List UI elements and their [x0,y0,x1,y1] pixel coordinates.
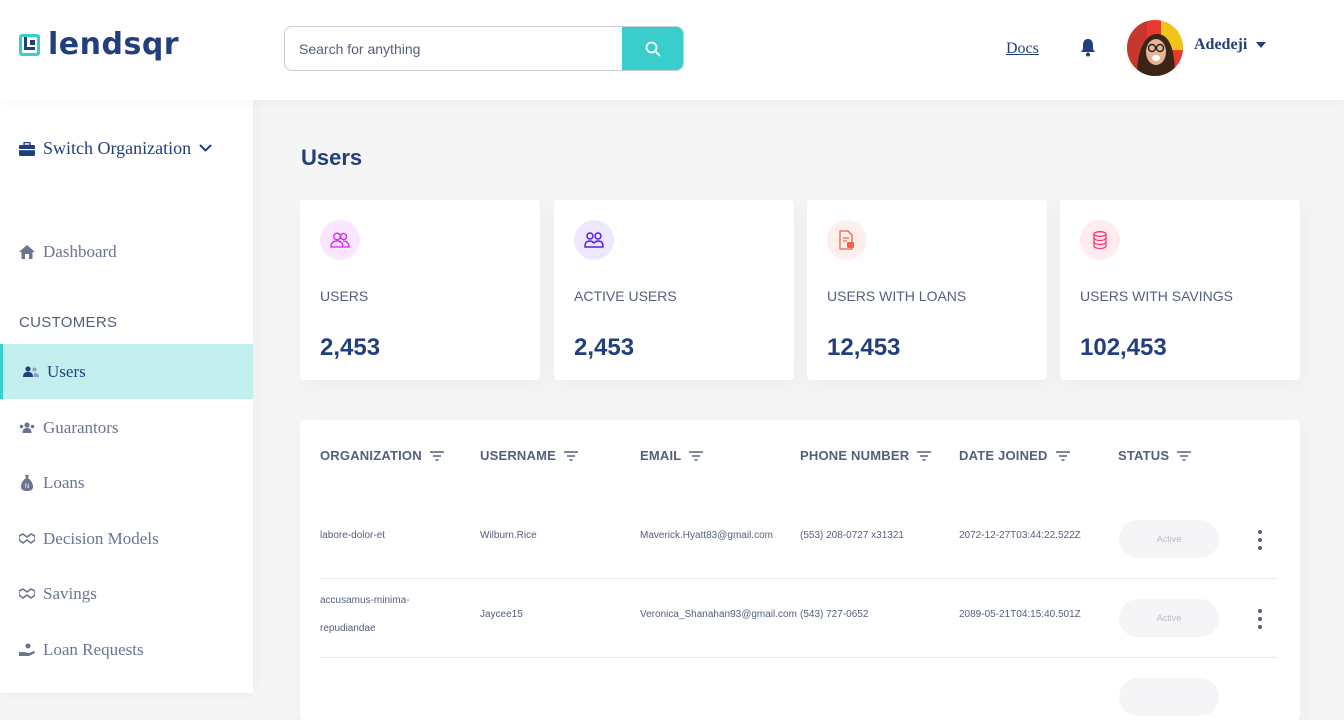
stat-value: 2,453 [320,334,381,361]
top-bar: lendsqr Docs Adedeji [0,0,1344,100]
guarantors-icon [19,420,35,436]
hand-coin-icon [19,642,35,658]
chevron-down-icon [199,144,212,152]
stat-card-users: USERS 2,453 [300,200,540,380]
column-header-label: ORGANIZATION [320,448,422,463]
stat-label: USERS WITH LOANS [827,288,967,304]
row-actions-kebab-icon[interactable] [1254,530,1266,550]
stat-label: USERS [320,288,369,304]
active-users-icon [574,220,614,260]
column-header-date-joined[interactable]: DATE JOINED [959,448,1070,463]
filter-icon[interactable] [1055,450,1070,461]
row-actions-kebab-icon[interactable] [1254,609,1266,629]
user-name[interactable]: Adedeji [1194,36,1248,53]
column-header-email[interactable]: EMAIL [640,448,704,463]
brand-name: lendsqr [48,27,180,62]
loan-document-icon [827,220,867,260]
cell-email: Maverick.Hyatt83@gmail.com [640,530,773,541]
users-table: ORGANIZATION USERNAME EMAIL PHONE NUMBER… [300,420,1300,720]
cell-phone: (543) 727-0652 [800,609,869,620]
column-header-label: DATE JOINED [959,448,1048,463]
row-divider [320,578,1278,579]
coins-icon [1080,220,1120,260]
caret-down-icon[interactable] [1255,40,1267,50]
briefcase-icon [19,141,35,156]
status-badge: Active [1119,599,1219,637]
page-title: Users [301,145,363,170]
users-icon [320,220,360,260]
section-title-customers: CUSTOMERS [19,314,118,331]
column-header-status[interactable]: STATUS [1118,448,1192,463]
avatar-image [1127,20,1183,76]
filter-icon[interactable] [564,450,578,461]
column-header-phone-number[interactable]: PHONE NUMBER [800,448,932,463]
search-input[interactable] [285,27,622,70]
column-header-organization[interactable]: ORGANIZATION [320,448,444,463]
switch-organization-label: Switch Organization [43,138,192,158]
cell-email: Veronica_Shanahan93@gmail.com [640,609,797,620]
logo-mark-icon [19,34,40,56]
brand-logo[interactable]: lendsqr [19,30,179,60]
sidebar-item-label: Dashboard [43,241,117,261]
sidebar-item-decision-models[interactable]: Decision Models [0,511,253,566]
stat-label: ACTIVE USERS [574,288,677,304]
stat-card-users-with-savings: USERS WITH SAVINGS 102,453 [1060,200,1300,380]
sidebar-item-users[interactable]: Users [0,344,253,399]
status-badge: Active [1119,520,1219,558]
switch-organization-dropdown[interactable]: Switch Organization [19,138,212,159]
stat-value: 2,453 [574,334,635,361]
sidebar-item-label: Savings [43,583,97,603]
sidebar-item-loans[interactable]: N Loans [0,455,253,510]
sidebar-item-dashboard[interactable]: Dashboard [0,224,253,279]
avatar[interactable] [1127,20,1183,76]
sidebar-item-label: Decision Models [43,528,159,548]
sidebar-item-loan-requests[interactable]: Loan Requests [0,622,253,677]
stat-label: USERS WITH SAVINGS [1080,288,1233,304]
notification-bell-icon[interactable] [1079,38,1097,58]
status-badge-partial [1119,678,1219,716]
money-sack-icon: N [19,474,35,491]
sidebar-item-savings[interactable]: Savings [0,566,253,621]
column-header-username[interactable]: USERNAME [480,448,578,463]
stat-value: 102,453 [1080,334,1167,361]
cell-organization: labore-dolor-et [320,530,386,541]
search-bar [284,26,684,71]
column-header-label: PHONE NUMBER [800,448,910,463]
cell-date-joined: 2072-12-27T03:44:22.522Z [959,530,1081,541]
filter-icon[interactable] [917,450,932,461]
column-header-label: USERNAME [480,448,556,463]
cell-phone: (553) 208-0727 x31321 [800,530,904,541]
sidebar-item-guarantors[interactable]: Guarantors [0,400,253,455]
cell-organization: accusamus-minima- [320,595,410,606]
search-icon [645,41,660,56]
search-button[interactable] [622,27,683,70]
cell-organization-continued: repudiandae [320,623,376,634]
filter-icon[interactable] [689,450,704,461]
sidebar-item-label: Guarantors [43,417,119,437]
stat-card-active-users: ACTIVE USERS 2,453 [554,200,794,380]
svg-text:N: N [25,484,29,490]
sidebar-item-label: Users [47,361,86,381]
sidebar: Switch Organization Dashboard CUSTOMERS … [0,100,253,693]
sidebar-item-label: Loan Requests [43,639,144,659]
column-header-label: STATUS [1118,448,1170,463]
docs-link[interactable]: Docs [1006,40,1039,57]
stat-value: 12,453 [827,334,901,361]
users-icon [23,364,39,380]
piggy-bank-icon [19,586,35,602]
row-divider [320,657,1278,658]
column-header-label: EMAIL [640,448,682,463]
cell-username: Wilburn.Rice [480,530,537,541]
stat-card-users-with-loans: USERS WITH LOANS 12,453 [807,200,1047,380]
filter-icon[interactable] [1177,450,1192,461]
home-icon [19,244,35,260]
cell-username: Jaycee15 [480,609,523,620]
sidebar-item-label: Loans [43,472,85,492]
cell-date-joined: 2089-05-21T04:15:40.501Z [959,609,1081,620]
handshake-icon [19,531,35,547]
filter-icon[interactable] [429,450,444,461]
